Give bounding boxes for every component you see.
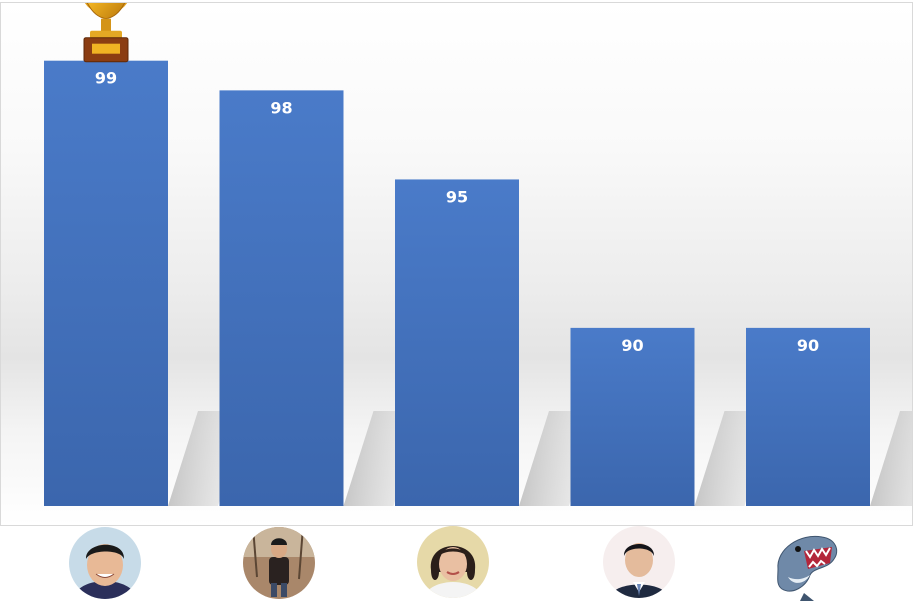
- bar-shadow: [870, 411, 912, 506]
- bar: [44, 60, 168, 506]
- avatar-person-2: [243, 527, 315, 599]
- bar: [219, 90, 344, 506]
- avatar-person-1: [69, 527, 141, 599]
- data-label: 99: [95, 69, 117, 88]
- data-label: 95: [446, 187, 468, 206]
- avatar-person-3: [417, 526, 489, 598]
- bar: [395, 179, 519, 506]
- trophy-icon: [83, 3, 129, 63]
- data-label: 98: [270, 98, 292, 117]
- avatar-person-4: [603, 526, 675, 598]
- data-label: 90: [797, 336, 819, 355]
- avatar-shark: [770, 529, 842, 601]
- bar-chart: 99 98 95 90 90: [44, 3, 912, 506]
- bar: [570, 327, 695, 506]
- bar: [746, 327, 870, 506]
- chart-plot-area: 99 98 95 90 90: [0, 2, 913, 526]
- data-label: 90: [621, 336, 643, 355]
